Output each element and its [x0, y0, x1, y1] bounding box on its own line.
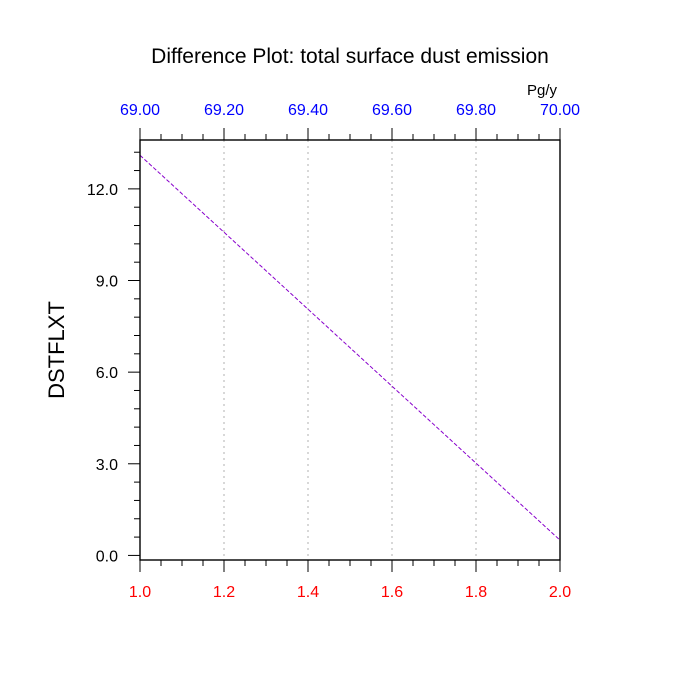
plot-frame	[139, 139, 561, 561]
top-axis-unit: Pg/y	[527, 82, 558, 99]
x-tick-label: 1.6	[381, 584, 403, 601]
series	[139, 154, 561, 541]
top-tick-label: 69.20	[204, 102, 244, 119]
top-tick-label: 69.80	[456, 102, 496, 119]
y-tick-label: 6.0	[96, 365, 118, 382]
y-tick-label: 3.0	[96, 457, 118, 474]
series-line	[139, 154, 561, 541]
x-tick-label: 2.0	[549, 584, 571, 601]
x-tick-label: 1.0	[129, 584, 151, 601]
x-tick-label: 1.4	[297, 584, 319, 601]
tick-labels: 1.0 69.00 1.2 69.20 1.4 69.40 1.6 69.60 1.8 69.80…	[87, 102, 580, 601]
y-axis-label: DSTFLXT	[44, 301, 69, 399]
y-tick-label: 0.0	[96, 548, 118, 565]
x-tick-label: 1.2	[213, 584, 235, 601]
top-tick-label: 69.60	[372, 102, 412, 119]
top-tick-label: 69.40	[288, 102, 328, 119]
top-tick-label: 70.00	[540, 102, 580, 119]
grid	[223, 140, 477, 560]
x-tick-label: 1.8	[465, 584, 487, 601]
y-tick-label: 12.0	[87, 182, 118, 199]
ticks	[128, 128, 561, 572]
y-tick-label: 9.0	[96, 274, 118, 291]
top-tick-label: 69.00	[120, 102, 160, 119]
chart-title: Difference Plot: total surface dust emis…	[151, 45, 549, 68]
